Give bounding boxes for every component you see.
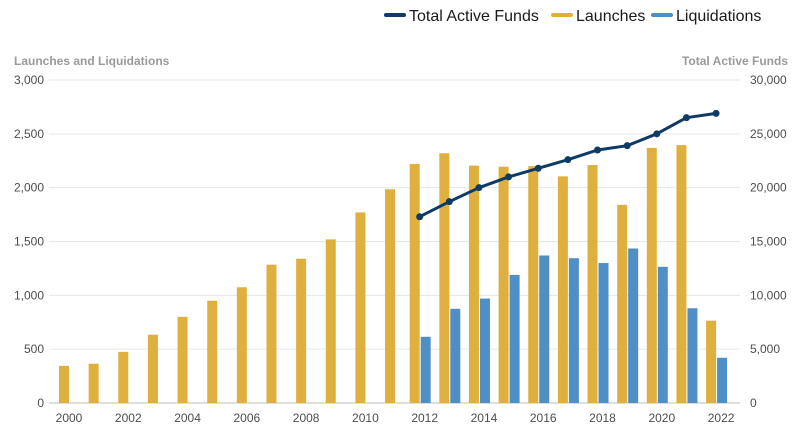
right-tick-label: 15,000 xyxy=(750,235,787,249)
launches-bar xyxy=(236,287,247,403)
launches-bar xyxy=(88,363,99,403)
launches-bar xyxy=(409,163,420,403)
liquidations-bar xyxy=(509,274,520,403)
launches-bar xyxy=(355,212,366,403)
right-tick-label: 25,000 xyxy=(750,127,787,141)
total-active-funds-point xyxy=(682,114,690,122)
left-tick-label: 0 xyxy=(37,396,44,410)
launches-bar xyxy=(646,147,657,403)
launches-bar xyxy=(528,166,539,403)
launches-bar xyxy=(468,165,479,403)
launches-bar xyxy=(706,320,717,403)
total-active-funds-point xyxy=(534,164,542,172)
total-active-funds-point xyxy=(594,146,602,154)
left-tick-label: 1,500 xyxy=(14,235,44,249)
x-tick-label: 2012 xyxy=(411,411,438,425)
launches-bar xyxy=(385,189,396,403)
x-tick-label: 2022 xyxy=(708,411,735,425)
total-active-funds-line xyxy=(416,109,720,221)
total-active-funds-point xyxy=(475,184,483,192)
launches-bar xyxy=(617,204,628,403)
x-tick-label: 2020 xyxy=(648,411,675,425)
launches-bar xyxy=(498,166,509,403)
right-tick-label: 10,000 xyxy=(750,288,787,302)
launches-bar xyxy=(147,334,158,403)
x-tick-label: 2008 xyxy=(293,411,320,425)
x-tick-label: 2002 xyxy=(115,411,142,425)
legend: Total Active Funds Launches Liquidations xyxy=(384,8,761,25)
liquidations-bar xyxy=(598,263,609,403)
total-active-funds-path xyxy=(419,111,717,219)
left-axis-title: Launches and Liquidations xyxy=(14,54,170,68)
x-tick-label: 2010 xyxy=(352,411,379,425)
liquidations-bar xyxy=(539,255,550,403)
total-active-funds-point xyxy=(505,173,513,181)
launches-bar xyxy=(587,165,598,403)
right-axis-title: Total Active Funds xyxy=(682,54,788,68)
launches-bar xyxy=(59,365,69,403)
liquidations-bar xyxy=(420,336,431,403)
launches-bar xyxy=(118,351,129,403)
liquidations-bar xyxy=(717,357,728,403)
right-axis-ticks: 0 5,000 10,000 15,000 20,000 25,000 30,000 xyxy=(750,73,787,410)
left-tick-label: 500 xyxy=(24,342,44,356)
right-tick-label: 30,000 xyxy=(750,73,787,87)
left-tick-label: 2,500 xyxy=(14,127,44,141)
liquidations-bar xyxy=(450,308,461,403)
launches-bar xyxy=(325,239,336,403)
liquidations-bar xyxy=(657,266,668,403)
left-tick-label: 3,000 xyxy=(14,73,44,87)
total-active-funds-point xyxy=(712,109,720,117)
liquidations-bar xyxy=(568,258,579,403)
legend-label: Liquidations xyxy=(676,8,761,25)
x-tick-label: 2016 xyxy=(530,411,557,425)
left-tick-label: 2,000 xyxy=(14,181,44,195)
liquidations-bar xyxy=(628,248,639,403)
left-axis-ticks: 0 500 1,000 1,500 2,000 2,500 3,000 xyxy=(14,73,44,410)
bars xyxy=(59,145,728,403)
right-tick-label: 0 xyxy=(750,396,757,410)
right-tick-label: 20,000 xyxy=(750,181,787,195)
launches-bar xyxy=(439,153,450,403)
x-tick-label: 2000 xyxy=(56,411,83,425)
right-tick-label: 5,000 xyxy=(750,342,780,356)
x-axis-ticks: 2000 2002 2004 2006 2008 2010 2012 2014 2016 2018… xyxy=(56,411,735,425)
total-active-funds-point xyxy=(653,130,661,138)
launches-bar xyxy=(177,316,188,403)
total-active-funds-point xyxy=(416,213,424,221)
total-active-funds-point xyxy=(564,156,572,164)
launches-bar xyxy=(557,176,568,403)
x-tick-label: 2018 xyxy=(589,411,616,425)
legend-label: Launches xyxy=(576,8,645,25)
launches-bar xyxy=(676,145,687,403)
x-tick-label: 2006 xyxy=(233,411,260,425)
total-active-funds-point xyxy=(623,142,631,150)
total-active-funds-point xyxy=(445,198,453,206)
left-tick-label: 1,000 xyxy=(14,288,44,302)
launches-bar xyxy=(207,300,218,403)
launches-bar xyxy=(296,258,307,403)
x-tick-label: 2014 xyxy=(471,411,498,425)
liquidations-bar xyxy=(479,298,490,403)
launches-bar xyxy=(266,264,277,403)
liquidations-bar xyxy=(687,308,698,403)
x-tick-label: 2004 xyxy=(174,411,201,425)
legend-label: Total Active Funds xyxy=(409,8,539,25)
